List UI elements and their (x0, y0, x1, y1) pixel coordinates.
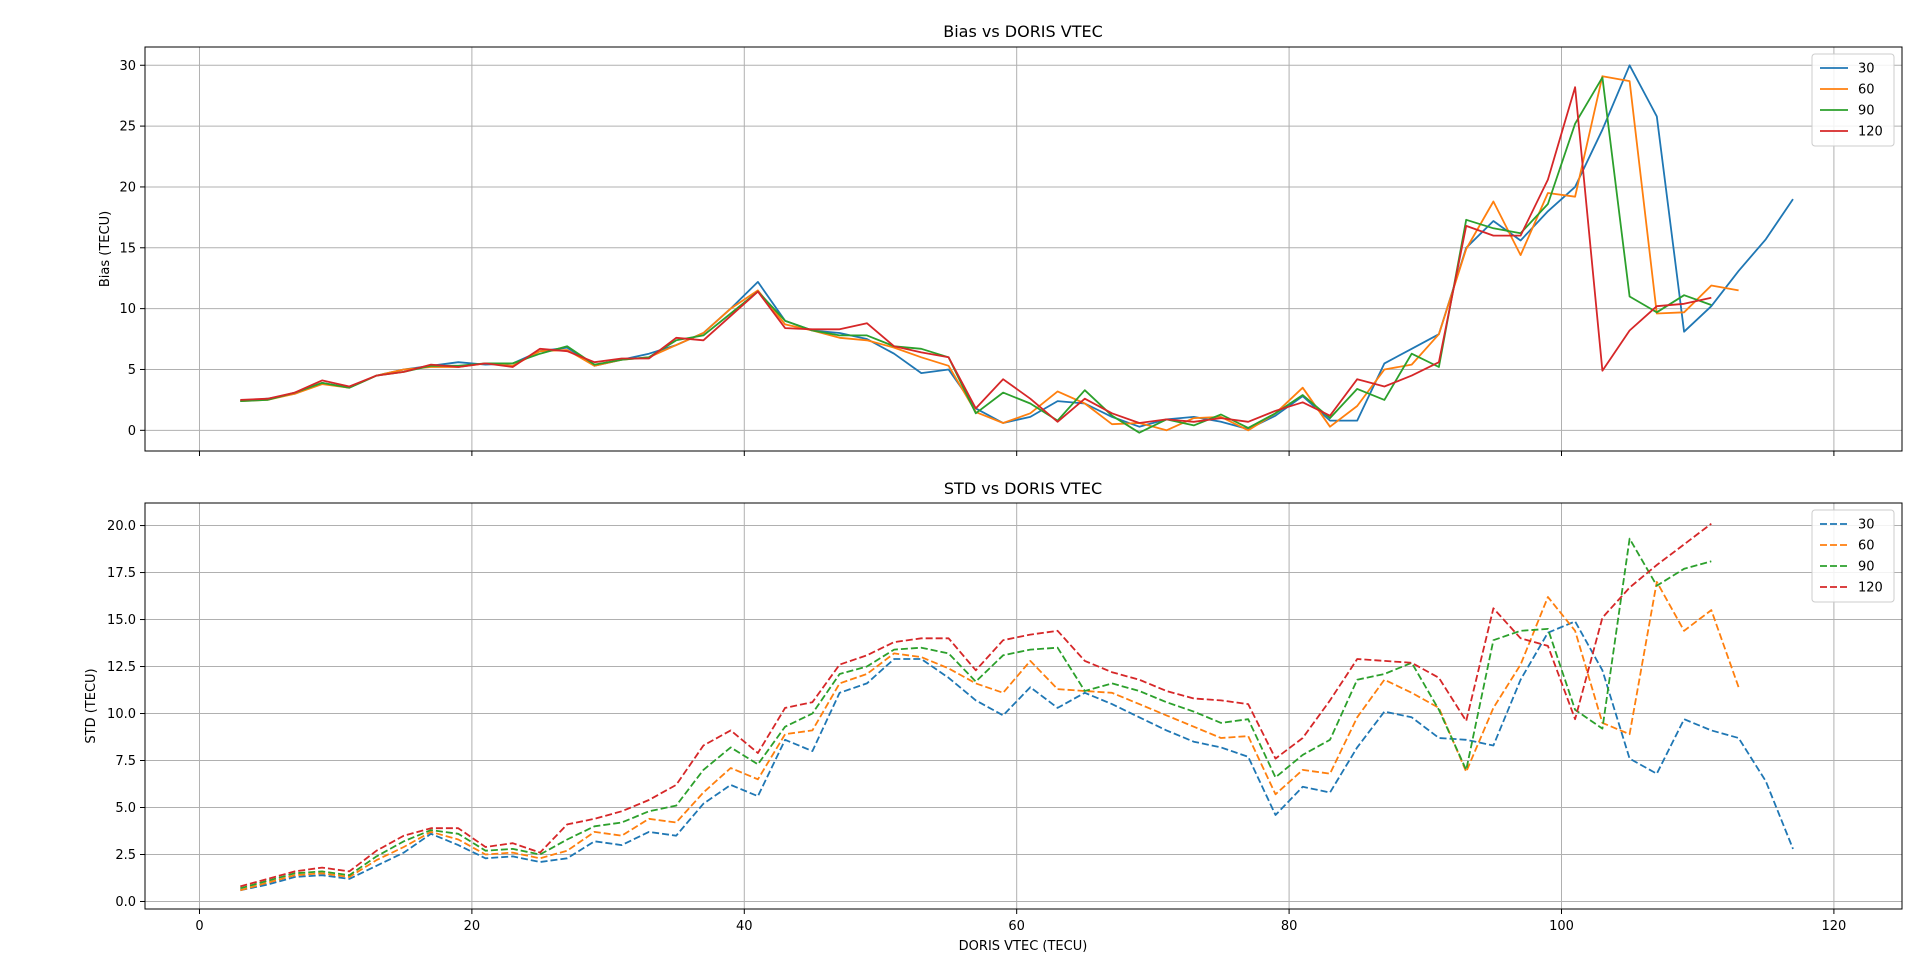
bias-chart-legend-label-30: 30 (1858, 62, 1875, 77)
bias-chart-legend-box (1811, 53, 1895, 147)
bias-chart-y-tick-label: 5 (128, 363, 136, 378)
std-chart-legend-label-120: 120 (1858, 581, 1883, 596)
bias-chart-y-tick-label: 25 (119, 120, 136, 135)
std-chart-y-tick-label: 5.0 (115, 801, 136, 816)
bias-chart-y-tick-label: 20 (119, 180, 136, 195)
bias-chart: Bias vs DORIS VTEC Bias (TECU) 0 5 10 15 20 2… (98, 22, 1903, 456)
bias-chart-series-line-120 (240, 86, 1712, 424)
bias-chart-y-axis-label: Bias (TECU) (98, 211, 113, 287)
std-chart-x-axis-label: DORIS VTEC (TECU) (959, 939, 1088, 954)
bias-chart-y-tick-label: 15 (119, 241, 136, 256)
bias-chart-series (240, 64, 1794, 434)
bias-chart-plot-frame (144, 46, 1903, 452)
std-chart-series-line-90 (240, 537, 1712, 890)
bias-chart-title: Bias vs DORIS VTEC (943, 22, 1103, 41)
bias-chart-y-tick-label: 0 (128, 424, 136, 439)
std-chart-title: STD vs DORIS VTEC (944, 479, 1102, 498)
std-chart-y-tick-label: 17.5 (107, 566, 136, 581)
std-chart-x-tick-label: 0 (195, 919, 203, 934)
std-chart-series-line-120 (240, 522, 1712, 888)
std-chart-y-tick-label: 0.0 (115, 895, 136, 910)
std-chart-series-line-60 (240, 581, 1740, 892)
std-chart-x-tick-label: 40 (736, 919, 753, 934)
std-chart-plot-frame (144, 502, 1903, 910)
bias-chart-legend-label-90: 90 (1858, 104, 1875, 119)
std-chart-y-tick-label: 10.0 (107, 707, 136, 722)
std-chart-x-tick-label: 100 (1549, 919, 1574, 934)
std-chart-legend-label-90: 90 (1858, 560, 1875, 575)
std-chart-ticks: 0 20 40 60 80 100 120 0.0 2.5 5.0 7.5 10.0 12.5 15.0 1… (107, 519, 1846, 934)
bias-chart-y-tick-label: 10 (119, 302, 136, 317)
std-chart-x-tick-label: 20 (464, 919, 481, 934)
bias-chart-legend-label-120: 120 (1858, 125, 1883, 140)
std-chart-legend: 30 60 90 120 (1811, 509, 1895, 603)
bias-chart-legend-label-60: 60 (1858, 83, 1875, 98)
std-chart-y-axis-label: STD (TECU) (84, 668, 99, 743)
std-chart-legend-box (1811, 509, 1895, 603)
std-chart-x-tick-label: 120 (1821, 919, 1846, 934)
std-chart-y-tick-label: 2.5 (115, 848, 136, 863)
bias-chart-ticks: 0 5 10 15 20 25 30 (119, 59, 1835, 456)
bias-chart-y-tick-label: 30 (119, 59, 136, 74)
std-chart-y-tick-label: 15.0 (107, 613, 136, 628)
bias-chart-legend: 30 60 90 120 (1811, 53, 1895, 147)
std-chart-x-tick-label: 80 (1281, 919, 1298, 934)
std-chart-legend-label-60: 60 (1858, 539, 1875, 554)
std-chart-y-tick-label: 12.5 (107, 660, 136, 675)
std-chart-x-tick-label: 60 (1008, 919, 1025, 934)
std-chart-series (240, 522, 1794, 892)
std-chart-series-line-30 (240, 620, 1794, 892)
std-chart-legend-label-30: 30 (1858, 518, 1875, 533)
std-chart-y-tick-label: 7.5 (115, 754, 136, 769)
std-chart: STD vs DORIS VTEC STD (TECU) DORIS VTEC … (84, 479, 1903, 954)
std-chart-y-tick-label: 20.0 (107, 519, 136, 534)
std-chart-grid (145, 503, 1902, 909)
